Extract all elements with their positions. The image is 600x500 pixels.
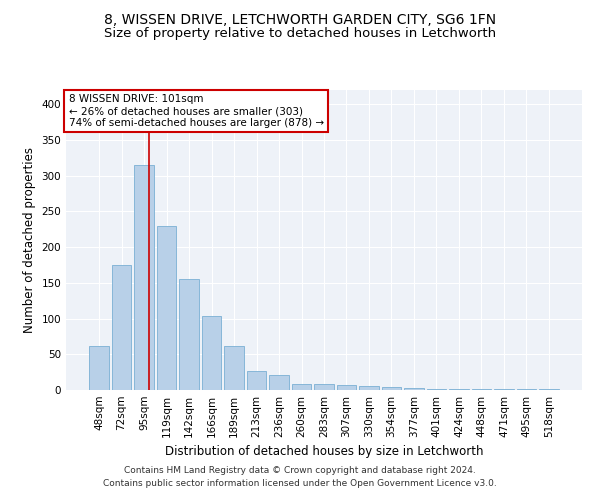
- X-axis label: Distribution of detached houses by size in Letchworth: Distribution of detached houses by size …: [165, 446, 483, 458]
- Bar: [134, 165, 154, 390]
- Bar: [292, 384, 311, 390]
- Y-axis label: Number of detached properties: Number of detached properties: [23, 147, 36, 333]
- Bar: [89, 346, 109, 390]
- Text: Contains HM Land Registry data © Crown copyright and database right 2024.
Contai: Contains HM Land Registry data © Crown c…: [103, 466, 497, 487]
- Bar: [179, 278, 199, 390]
- Bar: [112, 265, 131, 390]
- Bar: [224, 346, 244, 390]
- Bar: [337, 385, 356, 390]
- Bar: [449, 388, 469, 390]
- Bar: [359, 386, 379, 390]
- Bar: [427, 388, 446, 390]
- Bar: [269, 375, 289, 390]
- Bar: [157, 226, 176, 390]
- Bar: [202, 316, 221, 390]
- Bar: [247, 370, 266, 390]
- Text: 8 WISSEN DRIVE: 101sqm
← 26% of detached houses are smaller (303)
74% of semi-de: 8 WISSEN DRIVE: 101sqm ← 26% of detached…: [68, 94, 324, 128]
- Text: Size of property relative to detached houses in Letchworth: Size of property relative to detached ho…: [104, 28, 496, 40]
- Bar: [382, 387, 401, 390]
- Text: 8, WISSEN DRIVE, LETCHWORTH GARDEN CITY, SG6 1FN: 8, WISSEN DRIVE, LETCHWORTH GARDEN CITY,…: [104, 12, 496, 26]
- Bar: [314, 384, 334, 390]
- Bar: [404, 388, 424, 390]
